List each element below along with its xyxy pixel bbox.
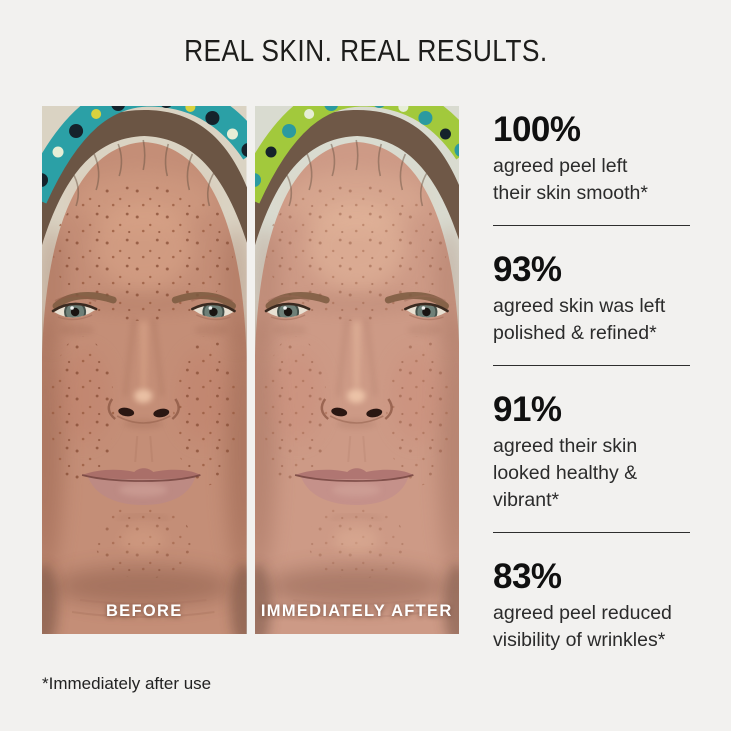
stat-polished-value: 93%	[493, 250, 562, 289]
stat-smooth-value: 100%	[493, 110, 581, 149]
stat-divider	[493, 225, 690, 226]
stat-smooth-line1: agreed peel left	[493, 155, 628, 177]
after-photo: IMMEDIATELY AFTER	[255, 106, 460, 634]
before-after-comparison: BEFORE IMMEDIATELY AFTER	[42, 106, 459, 634]
before-face-illustration	[42, 106, 247, 634]
stat-polished-line2: polished & refined*	[493, 322, 657, 344]
stat-smooth: 100% agreed peel left their skin smooth*	[493, 112, 699, 207]
before-label: BEFORE	[105, 602, 183, 620]
stat-wrinkles: 83% agreed peel reduced visibility of wr…	[493, 559, 699, 654]
stat-divider	[493, 365, 690, 366]
stat-healthy-line2: looked healthy &	[493, 462, 638, 484]
stat-smooth-line2: their skin smooth*	[493, 182, 648, 204]
stat-healthy: 91% agreed their skin looked healthy & v…	[493, 392, 699, 514]
before-photo: BEFORE	[42, 106, 247, 634]
page-title: REAL SKIN. REAL RESULTS.	[0, 33, 731, 69]
stat-wrinkles-line1: agreed peel reduced	[493, 602, 672, 624]
footnote: *Immediately after use	[42, 674, 212, 693]
after-face-illustration	[255, 106, 460, 634]
page-title-text: REAL SKIN. REAL RESULTS.	[183, 33, 548, 68]
stat-healthy-line1: agreed their skin	[493, 435, 638, 457]
stat-healthy-line3: vibrant*	[493, 489, 560, 511]
stats-column: 100% agreed peel left their skin smooth*…	[493, 112, 699, 654]
stat-wrinkles-value: 83%	[493, 557, 562, 596]
stat-divider	[493, 532, 690, 533]
stat-healthy-value: 91%	[493, 390, 562, 429]
stat-polished: 93% agreed skin was left polished & refi…	[493, 252, 699, 347]
after-label: IMMEDIATELY AFTER	[260, 602, 453, 620]
stat-polished-line1: agreed skin was left	[493, 295, 666, 317]
stat-wrinkles-line2: visibility of wrinkles*	[493, 629, 666, 651]
